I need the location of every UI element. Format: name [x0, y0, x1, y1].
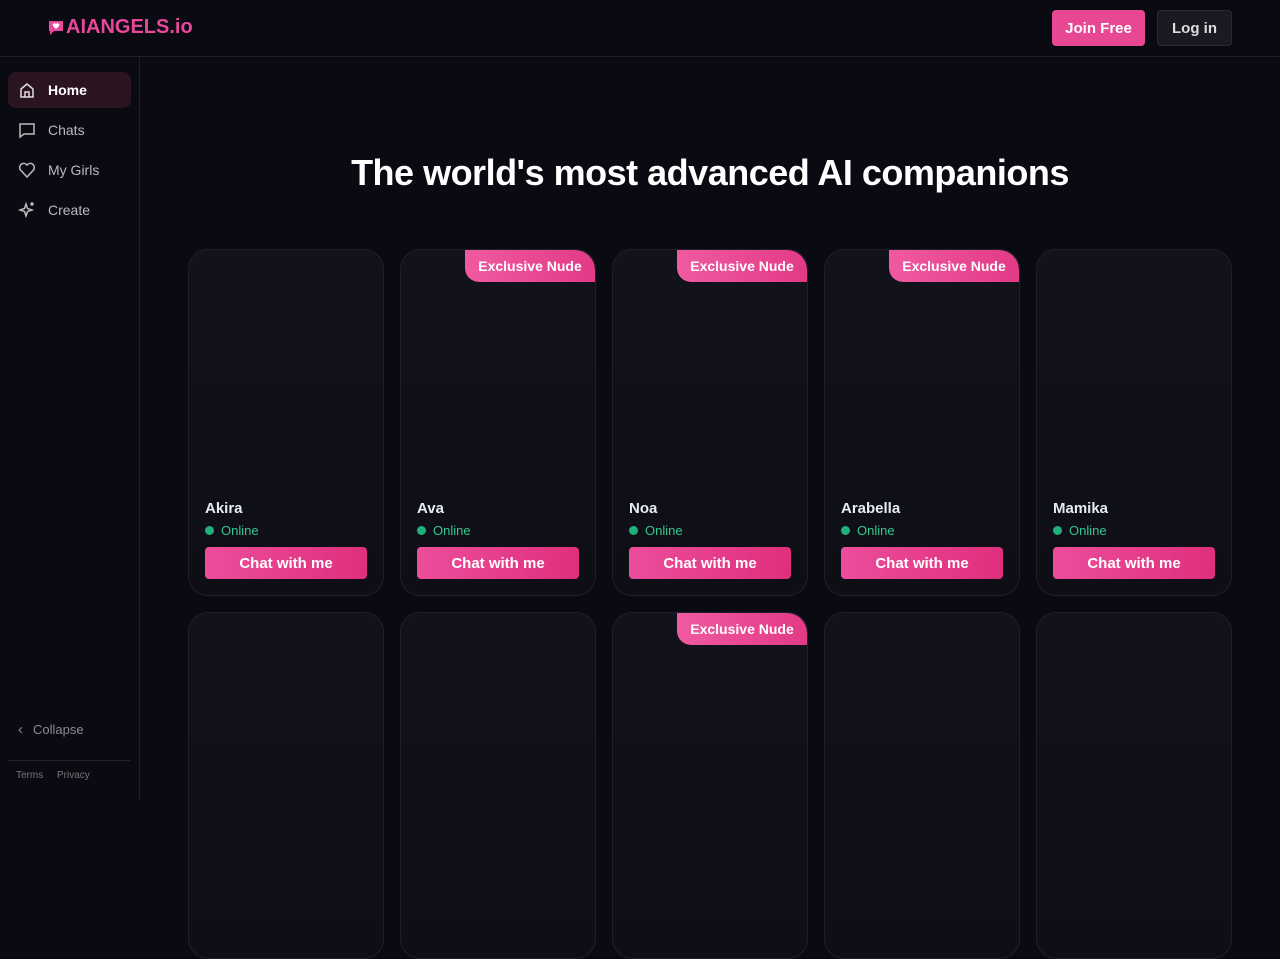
- character-card[interactable]: [188, 612, 384, 959]
- status-dot: [417, 526, 426, 535]
- status-dot: [841, 526, 850, 535]
- logo-icon: [49, 20, 63, 35]
- nav-label: Create: [48, 202, 91, 218]
- join-button[interactable]: Join Free: [1052, 10, 1145, 46]
- collapse[interactable]: ‹ Collapse: [18, 721, 84, 738]
- status-label: Online: [857, 523, 895, 538]
- nav-item[interactable]: Home: [8, 72, 131, 108]
- character-card[interactable]: [400, 612, 596, 959]
- nav-item[interactable]: Create: [8, 192, 131, 228]
- character-card[interactable]: Exclusive Nude Arabella Online Chat with me: [824, 249, 1020, 596]
- page-title: The world's most advanced AI companions: [351, 152, 1069, 193]
- sidebar: Home Chats My Girls Create ‹ Collapse Ter…: [0, 57, 140, 800]
- badge: Exclusive Nude: [677, 250, 807, 282]
- badge: Exclusive Nude: [677, 613, 807, 645]
- chat-button[interactable]: Chat with me: [417, 547, 579, 579]
- chat-button[interactable]: Chat with me: [205, 547, 367, 579]
- character-card[interactable]: Exclusive Nude Noa Online Chat with me: [612, 249, 808, 596]
- character-card[interactable]: Akira Online Chat with me: [188, 249, 384, 596]
- character-card[interactable]: [1036, 612, 1232, 959]
- status-dot: [205, 526, 214, 535]
- character-card[interactable]: Mamika Online Chat with me: [1036, 249, 1232, 596]
- status: Online: [205, 523, 259, 538]
- nav-item[interactable]: Chats: [8, 112, 131, 148]
- terms-link[interactable]: Terms: [16, 770, 44, 781]
- nav-label: My Girls: [48, 162, 100, 178]
- character-name: Akira: [205, 500, 243, 517]
- character-card[interactable]: [824, 612, 1020, 959]
- status-label: Online: [1069, 523, 1107, 538]
- collapse-label: Collapse: [33, 722, 84, 737]
- header: AIANGELS.io Join Free Log in: [0, 0, 1280, 57]
- nav-label: Chats: [48, 122, 85, 138]
- character-name: Mamika: [1053, 500, 1109, 517]
- status-dot: [629, 526, 638, 535]
- character-name: Ava: [417, 500, 444, 517]
- status-label: Online: [433, 523, 471, 538]
- nav-item[interactable]: My Girls: [8, 152, 131, 188]
- status-label: Online: [221, 523, 259, 538]
- logo[interactable]: AIANGELS.io: [48, 16, 193, 39]
- character-card[interactable]: Exclusive Nude Ava Online Chat with me: [400, 249, 596, 596]
- status: Online: [629, 523, 683, 538]
- status-dot: [1053, 526, 1062, 535]
- badge: Exclusive Nude: [465, 250, 595, 282]
- nav-label: Home: [48, 82, 87, 98]
- character-name: Noa: [629, 500, 658, 517]
- chat-button[interactable]: Chat with me: [629, 547, 791, 579]
- status-label: Online: [645, 523, 683, 538]
- status: Online: [1053, 523, 1107, 538]
- badge: Exclusive Nude: [889, 250, 1019, 282]
- chat-button[interactable]: Chat with me: [841, 547, 1003, 579]
- login-button[interactable]: Log in: [1157, 10, 1232, 46]
- chat-button[interactable]: Chat with me: [1053, 547, 1215, 579]
- status: Online: [841, 523, 895, 538]
- character-name: Arabella: [841, 500, 901, 517]
- divider: [8, 760, 130, 761]
- logo-text: AIANGELS.io: [66, 16, 193, 38]
- status: Online: [417, 523, 471, 538]
- character-card[interactable]: Exclusive Nude: [612, 612, 808, 959]
- privacy-link[interactable]: Privacy: [57, 770, 90, 781]
